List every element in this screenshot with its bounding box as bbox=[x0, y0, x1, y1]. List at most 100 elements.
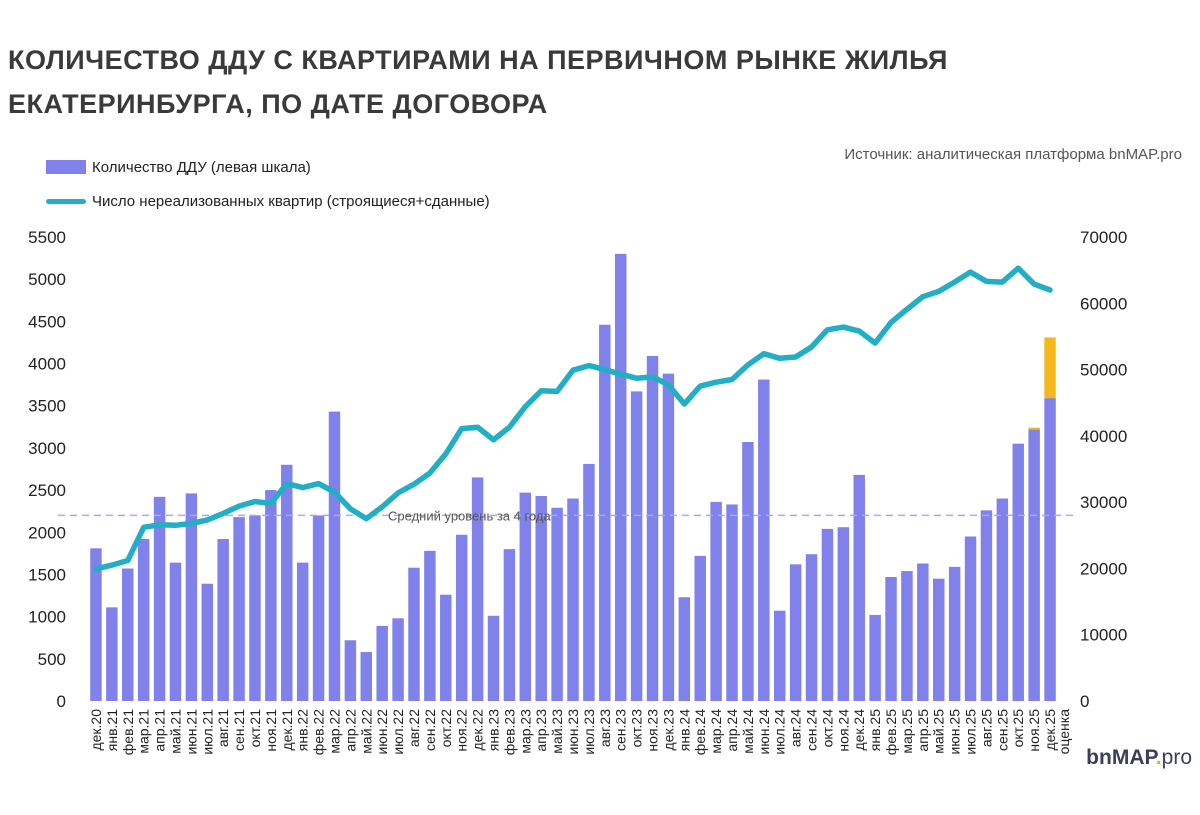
bar bbox=[758, 379, 770, 701]
right-axis-tick: 30000 bbox=[1080, 493, 1127, 512]
bar bbox=[217, 539, 229, 701]
x-axis-tick: фев.22 bbox=[311, 709, 327, 755]
bar bbox=[471, 477, 484, 701]
legend-line-swatch bbox=[46, 198, 86, 204]
x-axis-tick: сен.25 bbox=[994, 709, 1010, 751]
x-axis-tick: май.21 bbox=[167, 709, 183, 754]
x-axis-tick: сен.21 bbox=[231, 709, 247, 751]
legend-bar-label: Количество ДДУ (левая шкала) bbox=[92, 158, 311, 176]
bar bbox=[678, 597, 691, 701]
bar bbox=[312, 515, 325, 701]
bar bbox=[789, 564, 802, 701]
left-axis-tick: 3500 bbox=[28, 397, 66, 416]
legend: Количество ДДУ (левая шкала) Число нереа… bbox=[46, 150, 490, 218]
x-axis-tick: апр.22 bbox=[342, 709, 358, 752]
x-axis-tick: сен.23 bbox=[613, 709, 629, 751]
right-axis-tick: 50000 bbox=[1080, 361, 1127, 380]
bar bbox=[408, 567, 420, 701]
bar bbox=[917, 563, 929, 701]
x-axis-tick: окт.22 bbox=[438, 709, 454, 748]
x-axis-tick: мар.21 bbox=[136, 709, 152, 754]
bar bbox=[503, 549, 516, 701]
x-axis-tick: май.22 bbox=[358, 709, 374, 754]
x-axis-tick: фев.25 bbox=[883, 709, 899, 755]
x-axis-tick: май.25 bbox=[931, 709, 947, 754]
x-axis-tick: июл.25 bbox=[963, 709, 979, 755]
bar bbox=[869, 614, 881, 701]
x-axis-tick: янв.23 bbox=[485, 709, 501, 751]
x-axis-tick: мар.25 bbox=[899, 709, 915, 754]
x-axis-tick: май.24 bbox=[740, 709, 756, 754]
bar-estimate bbox=[1044, 337, 1056, 399]
x-axis-tick: сен.22 bbox=[422, 709, 438, 751]
bar bbox=[296, 562, 309, 701]
bar bbox=[599, 324, 611, 701]
chart-title: КОЛИЧЕСТВО ДДУ С КВАРТИРАМИ НА ПЕРВИЧНОМ… bbox=[8, 45, 948, 119]
x-axis-tick: дек.21 bbox=[279, 709, 295, 751]
bar bbox=[360, 652, 373, 701]
left-axis-tick: 2500 bbox=[28, 481, 66, 500]
bar bbox=[742, 442, 754, 701]
bar bbox=[535, 495, 547, 701]
bar bbox=[233, 517, 245, 701]
bar bbox=[122, 568, 134, 701]
left-axis-tick: 4500 bbox=[28, 312, 66, 331]
legend-item-bars: Количество ДДУ (левая шкала) bbox=[46, 150, 490, 184]
bar bbox=[901, 571, 913, 701]
left-axis-tick: 1500 bbox=[28, 565, 66, 584]
bar bbox=[455, 534, 468, 701]
bnmap-logo: bnMAP.pro bbox=[1086, 746, 1192, 769]
x-axis-tick: янв.22 bbox=[295, 709, 311, 751]
x-axis-tick: окт.24 bbox=[819, 709, 835, 748]
bar bbox=[885, 576, 897, 701]
x-axis-tick: мар.22 bbox=[326, 709, 342, 754]
x-axis-tick: ноя.24 bbox=[835, 709, 851, 752]
x-axis-tick: июл.24 bbox=[772, 709, 788, 755]
bar bbox=[614, 253, 627, 701]
right-axis-tick: 20000 bbox=[1080, 559, 1127, 578]
bar bbox=[662, 373, 675, 701]
x-axis-tick: янв.21 bbox=[104, 709, 120, 751]
x-axis-tick: ноя.25 bbox=[1026, 709, 1042, 752]
bar bbox=[185, 493, 198, 701]
bar bbox=[344, 640, 357, 701]
x-axis-tick: дек.23 bbox=[660, 709, 676, 751]
legend-bar-swatch bbox=[46, 160, 86, 174]
x-axis-tick: июл.21 bbox=[199, 709, 215, 755]
bar bbox=[726, 504, 738, 701]
bar bbox=[996, 498, 1009, 701]
right-axis-tick: 70000 bbox=[1080, 228, 1127, 247]
bar bbox=[281, 464, 293, 701]
right-axis-tick: 10000 bbox=[1080, 626, 1127, 645]
bar bbox=[440, 594, 452, 701]
bar bbox=[773, 610, 786, 701]
x-axis-tick: июн.22 bbox=[374, 709, 390, 755]
unsold-apartments-line bbox=[93, 265, 1053, 572]
bar bbox=[1028, 429, 1040, 701]
x-axis-tick: дек.22 bbox=[470, 709, 486, 751]
bar bbox=[249, 515, 261, 701]
average-level-label: Средний уровень за 4 года bbox=[388, 508, 551, 523]
bar bbox=[583, 463, 595, 701]
left-axis-tick: 500 bbox=[38, 650, 66, 669]
bar bbox=[153, 496, 166, 701]
x-axis-tick: сен.24 bbox=[804, 709, 820, 751]
bar bbox=[980, 510, 993, 701]
bar bbox=[567, 498, 579, 701]
right-axis-tick: 60000 bbox=[1080, 294, 1127, 313]
right-axis-tick: 0 bbox=[1080, 692, 1089, 711]
left-axis-tick: 5000 bbox=[28, 270, 66, 289]
source-note: Источник: аналитическая платформа bnMAP.… bbox=[844, 146, 1182, 163]
x-axis-tick: авг.21 bbox=[215, 709, 231, 747]
x-axis-tick: июл.23 bbox=[581, 709, 597, 755]
legend-line-label: Число нереализованных квартир (строящиес… bbox=[92, 192, 490, 210]
x-axis-tick: июн.24 bbox=[756, 709, 772, 755]
bar bbox=[392, 618, 404, 701]
bar bbox=[376, 625, 388, 701]
bar bbox=[201, 583, 213, 701]
bar bbox=[710, 501, 722, 701]
bar bbox=[1044, 398, 1056, 701]
x-axis-tick: ноя.21 bbox=[263, 709, 279, 752]
x-axis-tick: май.23 bbox=[549, 709, 565, 754]
bar bbox=[805, 554, 818, 701]
